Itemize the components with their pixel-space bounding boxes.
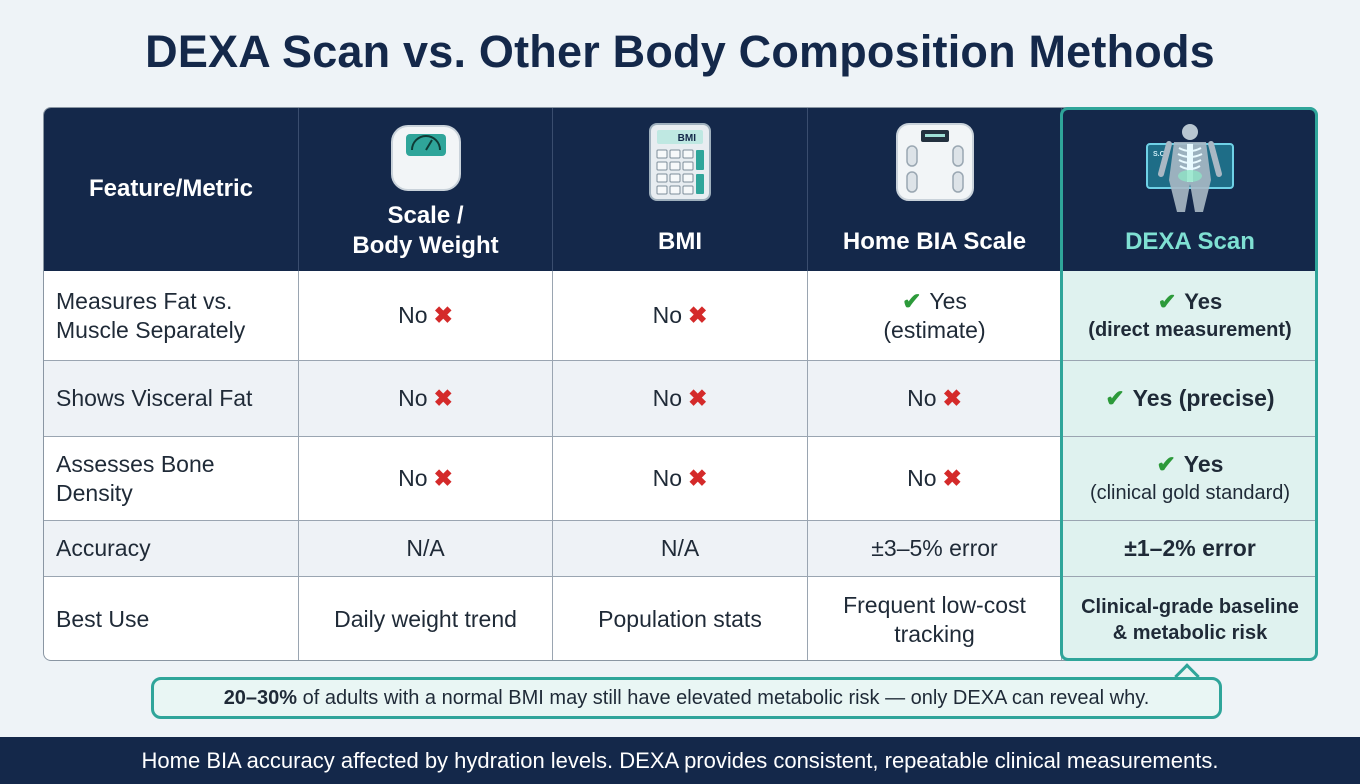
value-text-line2: & metabolic risk	[1112, 621, 1268, 644]
value-text: No	[398, 302, 428, 328]
header-feature: Feature/Metric	[44, 108, 299, 271]
row-accuracy-bmi: N/A	[553, 521, 808, 577]
row-fat-muscle-feature: Measures Fat vs. Muscle Separately	[44, 271, 299, 361]
feature-label: Shows Visceral Fat	[56, 385, 253, 411]
row-visceral-bmi: No ✖	[553, 361, 808, 437]
feature-label-line2: Muscle Separately	[56, 316, 246, 343]
footer-banner: Home BIA accuracy affected by hydration …	[0, 737, 1360, 784]
check-mark-icon: ✔	[1156, 450, 1176, 477]
row-bone-feature: Assesses Bone Density	[44, 437, 299, 521]
header-bmi: BMI BMI	[553, 108, 808, 271]
feature-label: Accuracy	[56, 535, 151, 561]
x-mark-icon: ✖	[688, 302, 708, 328]
x-mark-icon: ✖	[942, 465, 962, 491]
comparison-table: Feature/Metric Scale / Body Weight BMI	[43, 107, 1317, 661]
header-dexa: S.C. DEXA Scan	[1062, 108, 1316, 271]
header-scale-label-line1: Scale /	[387, 202, 464, 229]
value-text-line2: tracking	[894, 620, 975, 647]
row-bone-bia: No ✖	[808, 437, 1062, 521]
row-visceral-scale: No ✖	[299, 361, 553, 437]
row-accuracy-bia: ±3–5% error	[808, 521, 1062, 577]
bathroom-scale-icon	[388, 122, 464, 202]
value-text-line1: Yes	[1183, 450, 1224, 477]
check-mark-icon: ✔	[1157, 288, 1177, 314]
header-dexa-label: DEXA Scan	[1125, 228, 1255, 255]
footer-text: Home BIA accuracy affected by hydration …	[141, 747, 1219, 773]
row-best-use-bia: Frequent low-cost tracking	[808, 577, 1062, 660]
header-scale-label-line2: Body Weight	[352, 232, 499, 259]
value-text-line1: Clinical-grade baseline	[1081, 595, 1299, 618]
smart-scale-icon	[895, 122, 975, 210]
value-text: No	[907, 385, 937, 411]
row-best-use-bmi: Population stats	[553, 577, 808, 660]
check-mark-icon: ✔	[902, 287, 922, 314]
row-visceral-bia: No ✖	[808, 361, 1062, 437]
feature-label-line1: Measures Fat vs.	[56, 287, 233, 314]
callout-stat: 20–30%	[223, 686, 298, 709]
value-text: No	[652, 302, 683, 328]
row-bone-bmi: No ✖	[553, 437, 808, 521]
value-text-line1: Yes	[929, 287, 967, 314]
value-text: Yes (precise)	[1132, 385, 1275, 411]
value-text: No	[398, 465, 428, 491]
value-text-line1: Frequent low-cost	[843, 591, 1026, 618]
body-xray-icon: S.C.	[1143, 122, 1237, 222]
x-mark-icon: ✖	[433, 385, 453, 411]
value-text-line1: Yes	[1184, 288, 1223, 314]
row-fat-muscle-dexa: ✔ Yes (direct measurement)	[1062, 271, 1316, 361]
row-fat-muscle-bia: ✔ Yes (estimate)	[808, 271, 1062, 361]
row-bone-scale: No ✖	[299, 437, 553, 521]
value-text: ±1–2% error	[1124, 535, 1256, 561]
feature-label: Best Use	[56, 606, 150, 632]
xray-screen-text: S.C.	[1153, 151, 1167, 158]
row-accuracy-scale: N/A	[299, 521, 553, 577]
value-text: No	[652, 385, 683, 411]
check-mark-icon: ✔	[1105, 385, 1125, 411]
calculator-screen-text: BMI	[678, 133, 697, 144]
value-text-line2: (clinical gold standard)	[1089, 481, 1291, 504]
calculator-icon: BMI	[648, 122, 712, 210]
row-accuracy-dexa: ±1–2% error	[1062, 521, 1316, 577]
value-text: ±3–5% error	[871, 535, 998, 561]
feature-label-line1: Assesses Bone	[56, 450, 215, 477]
value-text: No	[398, 385, 428, 411]
header-scale: Scale / Body Weight	[299, 108, 553, 271]
feature-label-line2: Density	[56, 479, 133, 506]
header-bmi-label: BMI	[658, 228, 702, 255]
value-text: N/A	[660, 535, 700, 561]
x-mark-icon: ✖	[433, 302, 453, 328]
header-bia-label: Home BIA Scale	[842, 228, 1027, 255]
row-best-use-scale: Daily weight trend	[299, 577, 553, 660]
value-text: No	[907, 465, 937, 491]
row-best-use-feature: Best Use	[44, 577, 299, 660]
value-text: Population stats	[598, 606, 762, 632]
row-fat-muscle-scale: No ✖	[299, 271, 553, 361]
value-text-line2: (estimate)	[883, 316, 986, 343]
header-bia: Home BIA Scale	[808, 108, 1062, 271]
row-visceral-dexa: ✔ Yes (precise)	[1062, 361, 1316, 437]
row-bone-dexa: ✔ Yes (clinical gold standard)	[1062, 437, 1316, 521]
row-accuracy-feature: Accuracy	[44, 521, 299, 577]
value-text: No	[652, 465, 683, 491]
x-mark-icon: ✖	[942, 385, 962, 411]
header-feature-label: Feature/Metric	[88, 175, 254, 202]
callout-box: 20–30% of adults with a normal BMI may s…	[151, 677, 1222, 719]
row-best-use-dexa: Clinical-grade baseline & metabolic risk	[1062, 577, 1316, 660]
x-mark-icon: ✖	[688, 385, 708, 411]
value-text: Daily weight trend	[334, 606, 517, 632]
x-mark-icon: ✖	[433, 465, 453, 491]
x-mark-icon: ✖	[688, 465, 708, 491]
row-visceral-feature: Shows Visceral Fat	[44, 361, 299, 437]
value-text-line2: (direct measurement)	[1088, 318, 1292, 341]
row-fat-muscle-bmi: No ✖	[553, 271, 808, 361]
callout-text: of adults with a normal BMI may still ha…	[297, 686, 1150, 709]
page-title: DEXA Scan vs. Other Body Composition Met…	[145, 26, 1215, 77]
value-text: N/A	[406, 535, 445, 561]
